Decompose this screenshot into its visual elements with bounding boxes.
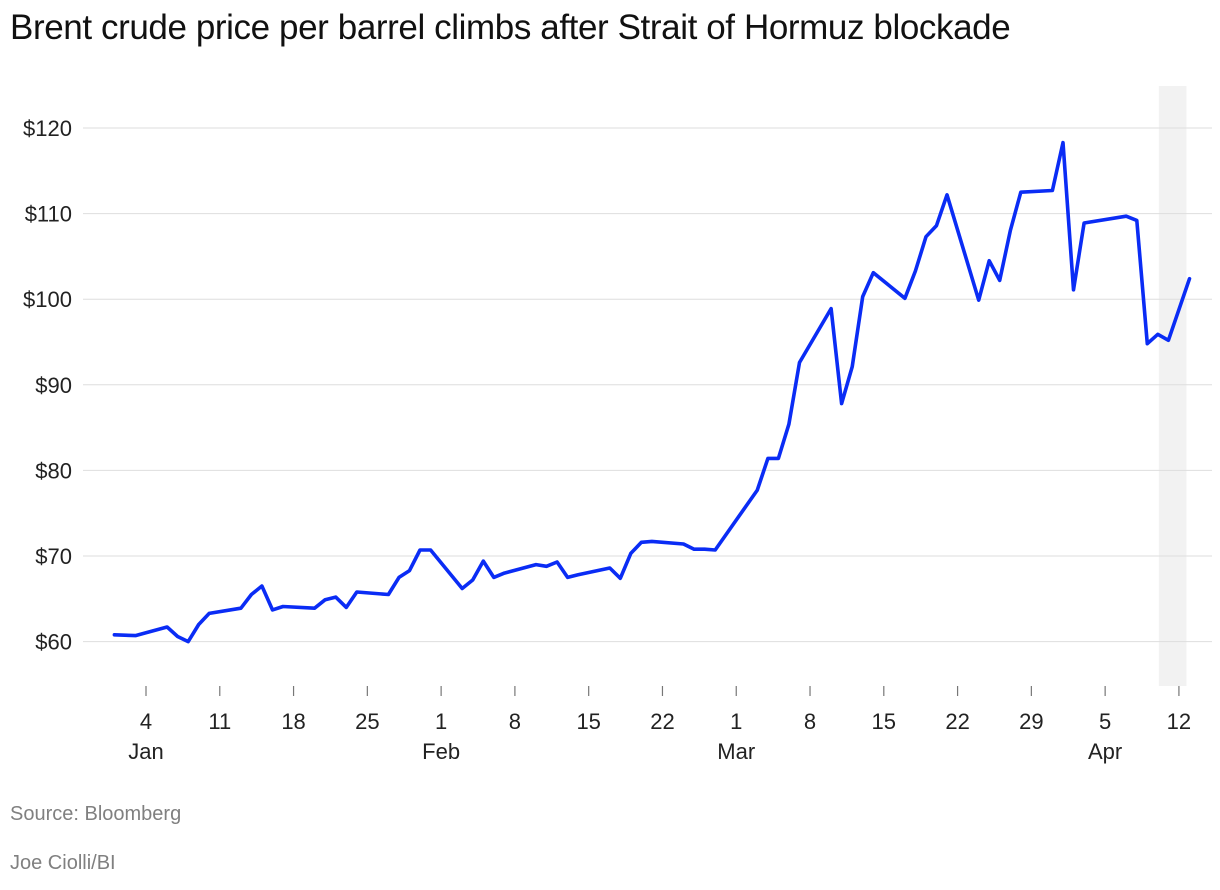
y-tick-label: $110 (25, 202, 72, 227)
x-tick-label: 1 (730, 709, 742, 734)
x-tick-label: 15 (576, 709, 600, 734)
x-tick-label: 8 (804, 709, 816, 734)
series-line (112, 140, 1192, 644)
x-tick-label: 12 (1167, 709, 1191, 734)
y-tick-label: $90 (35, 373, 72, 398)
y-tick-label: $100 (23, 287, 72, 312)
x-tick-label: 15 (872, 709, 896, 734)
y-tick-label: $120 (23, 116, 72, 141)
x-axis: 4 Jan 11 18 25 1 Feb 8 15 22 1 Mar 8 15 22 29 5 Apr 12 (128, 686, 1191, 764)
y-tick-label: $80 (35, 458, 72, 483)
x-tick-label: 1 (435, 709, 447, 734)
y-tick-label: $60 (35, 630, 72, 655)
x-tick-label: 5 (1099, 709, 1111, 734)
y-axis-tick-labels: $60 $70 $80 $90 $100 $110 $120 (23, 116, 72, 655)
x-month-label: Apr (1088, 739, 1122, 764)
source-note: Source: Bloomberg (10, 803, 182, 825)
x-tick-label: 22 (945, 709, 969, 734)
chart-title: Brent crude price per barrel climbs afte… (10, 8, 1011, 47)
chart-area: $60 $70 $80 $90 $100 $110 $120 4 Jan 11 18 25 1 Feb 8… (0, 60, 1220, 790)
shaded-region (1158, 86, 1187, 686)
x-tick-label: 18 (281, 709, 305, 734)
x-tick-label: 25 (355, 709, 379, 734)
x-month-label: Feb (422, 739, 460, 764)
x-tick-label: 22 (650, 709, 674, 734)
x-tick-label: 8 (509, 709, 521, 734)
x-tick-label: 11 (208, 709, 231, 734)
x-tick-label: 4 (140, 709, 152, 734)
gridlines (83, 127, 1212, 643)
x-month-label: Mar (717, 739, 755, 764)
x-month-label: Jan (128, 739, 163, 764)
shaded-region-layer (1158, 86, 1187, 686)
x-tick-label: 29 (1019, 709, 1043, 734)
series-layer (112, 140, 1192, 644)
y-tick-label: $70 (35, 544, 72, 569)
credit-note: Joe Ciolli/BI (10, 852, 116, 874)
